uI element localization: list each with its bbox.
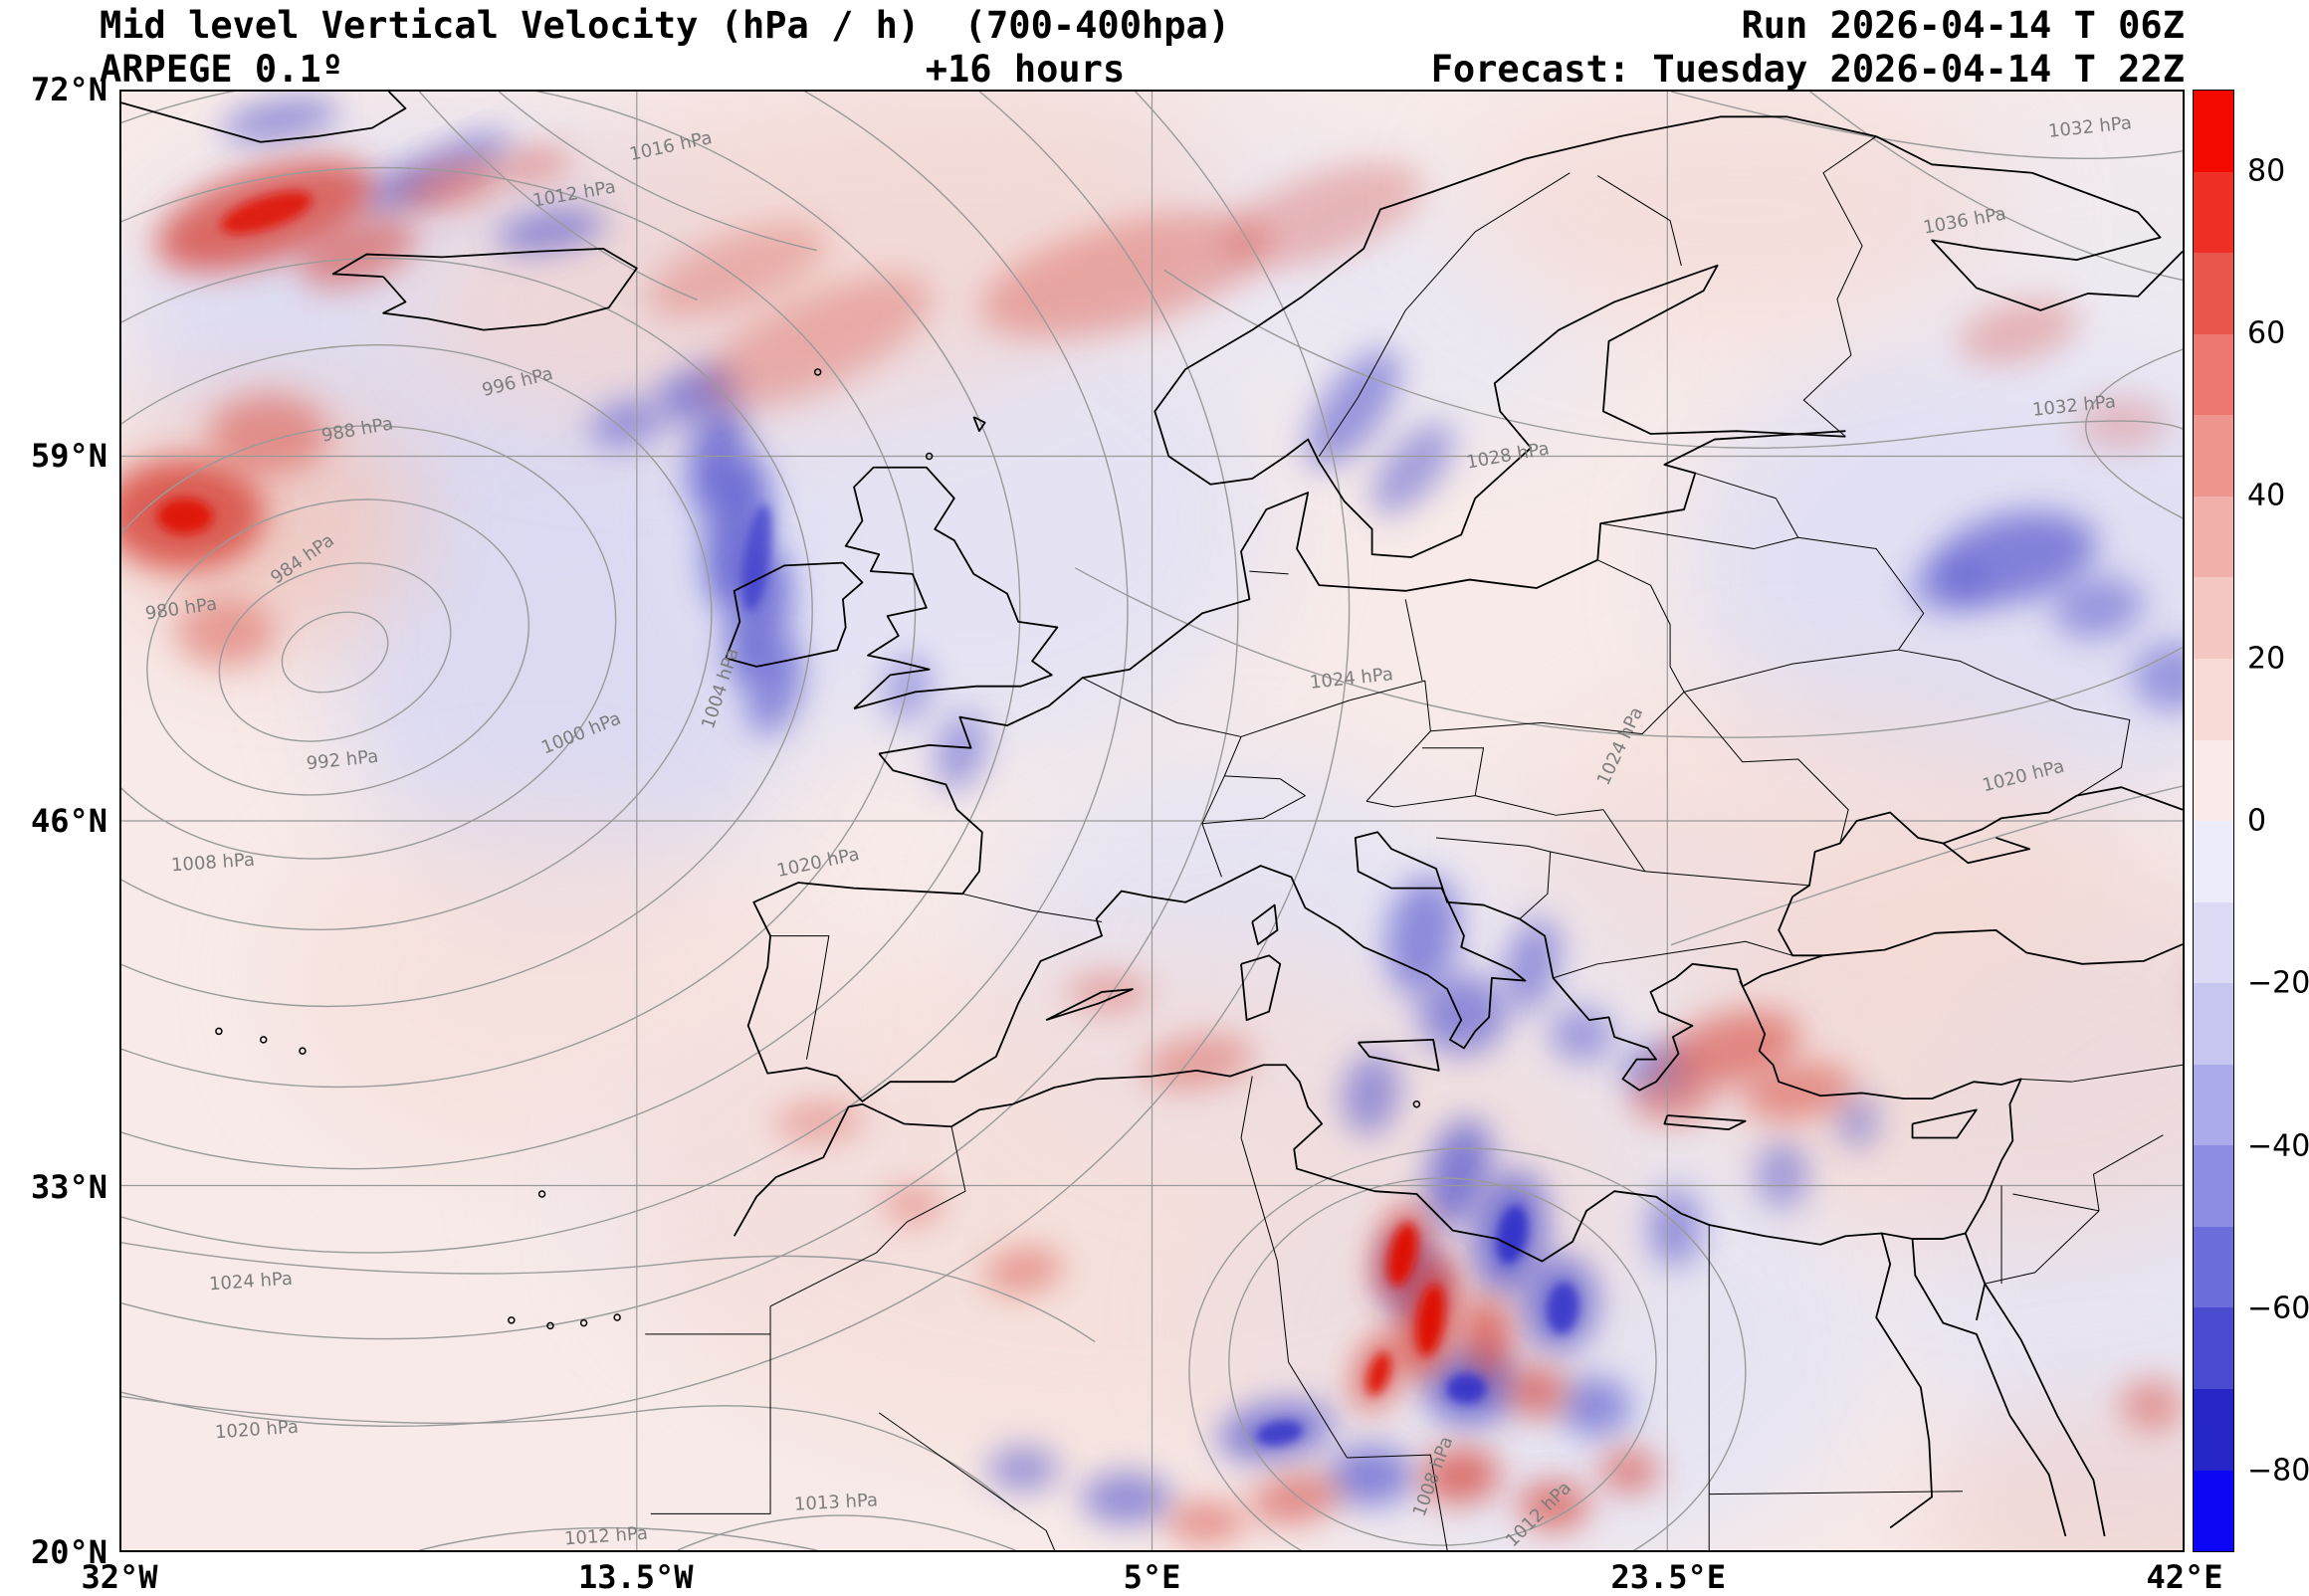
- colorbar-segment: [2194, 333, 2233, 416]
- lon-tick-label: 13.5°W: [577, 1558, 694, 1596]
- page-title: Mid level Vertical Velocity (hPa / h) (7…: [100, 4, 1231, 47]
- colorbar-tick-label: 0: [2247, 803, 2267, 839]
- colorbar-tick-label: 40: [2247, 478, 2286, 513]
- map-canvas: 1016 hPa 1012 hPa 996 hPa 988 hPa 984 hPa 980…: [119, 90, 2185, 1552]
- run-label: Run 2026-04-14 T 06Z: [1741, 4, 2185, 47]
- colorbar-segment: [2194, 739, 2233, 822]
- colorbar-segment: [2194, 1226, 2233, 1308]
- colorbar-segment: [2194, 496, 2233, 578]
- map-image: [121, 92, 2183, 1550]
- colorbar-segment: [2194, 577, 2233, 659]
- lon-tick-label: 5°E: [1123, 1558, 1181, 1596]
- colorbar-segment: [2194, 415, 2233, 497]
- forecast-label: Forecast: Tuesday 2026-04-14 T 22Z: [1430, 48, 2185, 91]
- colorbar-segment: [2194, 253, 2233, 334]
- colorbar-tick-label: −80: [2247, 1453, 2309, 1489]
- colorbar-segment: [2194, 983, 2233, 1065]
- lat-tick-label: 46°N: [30, 802, 107, 840]
- lead-time-label: +16 hours: [925, 48, 1126, 91]
- colorbar-tick-label: −20: [2247, 965, 2309, 1001]
- colorbar-segment: [2194, 1064, 2233, 1146]
- colorbar-tick-label: −60: [2247, 1291, 2309, 1326]
- colorbar-segment: [2194, 1307, 2233, 1389]
- colorbar-segment: [2194, 1389, 2233, 1471]
- colorbar-segment: [2194, 91, 2233, 172]
- lat-tick-label: 72°N: [30, 71, 107, 108]
- colorbar-tick-label: −40: [2247, 1128, 2309, 1164]
- colorbar-segment: [2194, 1145, 2233, 1227]
- colorbar-segment: [2194, 821, 2233, 902]
- colorbar-tick-label: 20: [2247, 641, 2286, 677]
- lat-tick-label: 33°N: [30, 1167, 107, 1206]
- colorbar-tick-label: 80: [2247, 153, 2286, 189]
- colorbar-segment: [2194, 901, 2233, 984]
- colorbar-segment: [2194, 171, 2233, 254]
- colorbar: [2193, 90, 2234, 1552]
- model-label: ARPEGE 0.1º: [100, 48, 344, 91]
- lon-tick-label: 23.5°E: [1610, 1558, 1727, 1596]
- colorbar-tick-label: 60: [2247, 315, 2286, 351]
- lon-tick-label: 32°W: [81, 1558, 158, 1596]
- lat-tick-label: 59°N: [30, 436, 107, 475]
- colorbar-segment: [2194, 1470, 2233, 1552]
- lat-tick-label: 20°N: [30, 1533, 107, 1571]
- lon-tick-label: 42°E: [2146, 1558, 2223, 1596]
- colorbar-segment: [2194, 658, 2233, 740]
